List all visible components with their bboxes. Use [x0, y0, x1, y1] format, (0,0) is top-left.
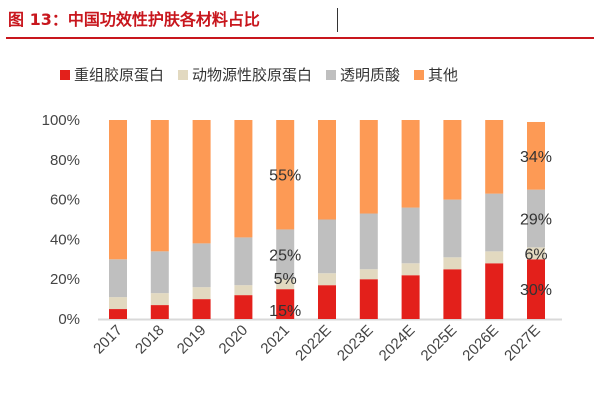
x-tick-label: 2021	[257, 322, 293, 358]
bar-segment	[359, 213, 378, 270]
y-tick-label: 20%	[50, 271, 80, 288]
data-label: 55%	[269, 168, 301, 185]
data-label: 5%	[274, 271, 297, 288]
data-label: 30%	[520, 282, 552, 299]
bar-segment	[318, 285, 336, 319]
bar-segment	[485, 251, 504, 264]
bar-segment	[401, 207, 420, 264]
bar-segment	[192, 287, 211, 300]
bar-segment	[527, 259, 545, 319]
bar-segment	[443, 199, 462, 258]
bar-segment	[527, 121, 545, 190]
legend-item: 透明质酸	[326, 64, 400, 85]
legend-label: 其他	[428, 66, 459, 84]
bar-segment	[150, 251, 169, 294]
x-tick-label: 2024E	[376, 322, 419, 365]
bar-segment	[150, 120, 169, 252]
bar-segment	[109, 259, 127, 298]
bar-segment	[318, 219, 336, 274]
bar-segment	[276, 289, 295, 319]
bar-segment	[234, 120, 253, 238]
title-underline	[6, 37, 594, 39]
bar-segment	[443, 257, 462, 270]
bar-segment	[234, 295, 253, 319]
bar-segment	[359, 269, 378, 280]
x-tick-label: 2023E	[334, 322, 377, 365]
bar-segment	[443, 120, 462, 200]
data-label: 6%	[524, 246, 547, 263]
bar-segment	[401, 275, 420, 319]
bar-segment	[109, 309, 127, 319]
legend-label: 透明质酸	[340, 66, 401, 84]
bar-segment	[150, 305, 169, 319]
bar-segment	[485, 193, 504, 252]
bar-segment	[318, 273, 336, 286]
y-tick-label: 100%	[42, 112, 80, 129]
bar-segment	[527, 247, 545, 260]
legend-swatch	[326, 69, 337, 80]
text-cursor	[337, 8, 338, 32]
bar-segment	[359, 279, 378, 319]
y-tick-label: 0%	[58, 311, 80, 328]
bar-segment	[192, 299, 211, 319]
legend-label: 重组胶原蛋白	[74, 66, 165, 84]
legend: 重组胶原蛋白 动物源性胶原蛋白 透明质酸 其他	[60, 64, 458, 85]
x-tick-label: 2027E	[501, 322, 544, 365]
bar-segment	[318, 120, 336, 220]
chart-title: 图 13：中国功效性护肤各材料占比	[8, 10, 260, 29]
legend-item: 其他	[414, 64, 458, 85]
x-tick-label: 2020	[216, 322, 252, 358]
x-tick-label: 2026E	[459, 322, 502, 365]
data-label: 25%	[269, 247, 301, 264]
bar-segment	[192, 243, 211, 288]
data-label: 29%	[520, 212, 552, 229]
x-tick-label: 2018	[132, 322, 168, 358]
bar-segment	[109, 120, 127, 260]
bar-segment	[527, 189, 545, 248]
bar-segment	[359, 120, 378, 214]
y-tick-label: 60%	[50, 192, 80, 209]
legend-item: 重组胶原蛋白	[60, 64, 164, 85]
y-tick-label: 40%	[50, 231, 80, 248]
bar-segment	[276, 279, 295, 290]
bar-segment	[485, 120, 504, 194]
x-tick-label: 2025E	[418, 322, 461, 365]
bar-segment	[192, 120, 211, 244]
legend-swatch	[60, 69, 70, 80]
bar-segment	[150, 293, 169, 306]
x-tick-label: 2017	[90, 322, 126, 358]
bar-segment	[276, 120, 295, 230]
y-tick-label: 80%	[50, 152, 80, 169]
legend-swatch	[414, 69, 425, 80]
bar-segment	[401, 120, 420, 208]
bar-segment	[276, 229, 295, 280]
x-tick-label: 2019	[174, 322, 210, 358]
legend-item: 动物源性胶原蛋白	[178, 64, 312, 85]
bar-segment	[109, 297, 127, 310]
data-label: 15%	[269, 303, 301, 320]
bar-segment	[234, 285, 253, 296]
legend-swatch	[178, 69, 189, 80]
legend-label: 动物源性胶原蛋白	[192, 66, 313, 84]
bar-segment	[485, 263, 504, 319]
data-label: 34%	[520, 149, 552, 166]
x-tick-label: 2022E	[292, 322, 335, 365]
bar-segment	[234, 237, 253, 286]
bar-segment	[401, 263, 420, 276]
bar-segment	[443, 269, 462, 319]
